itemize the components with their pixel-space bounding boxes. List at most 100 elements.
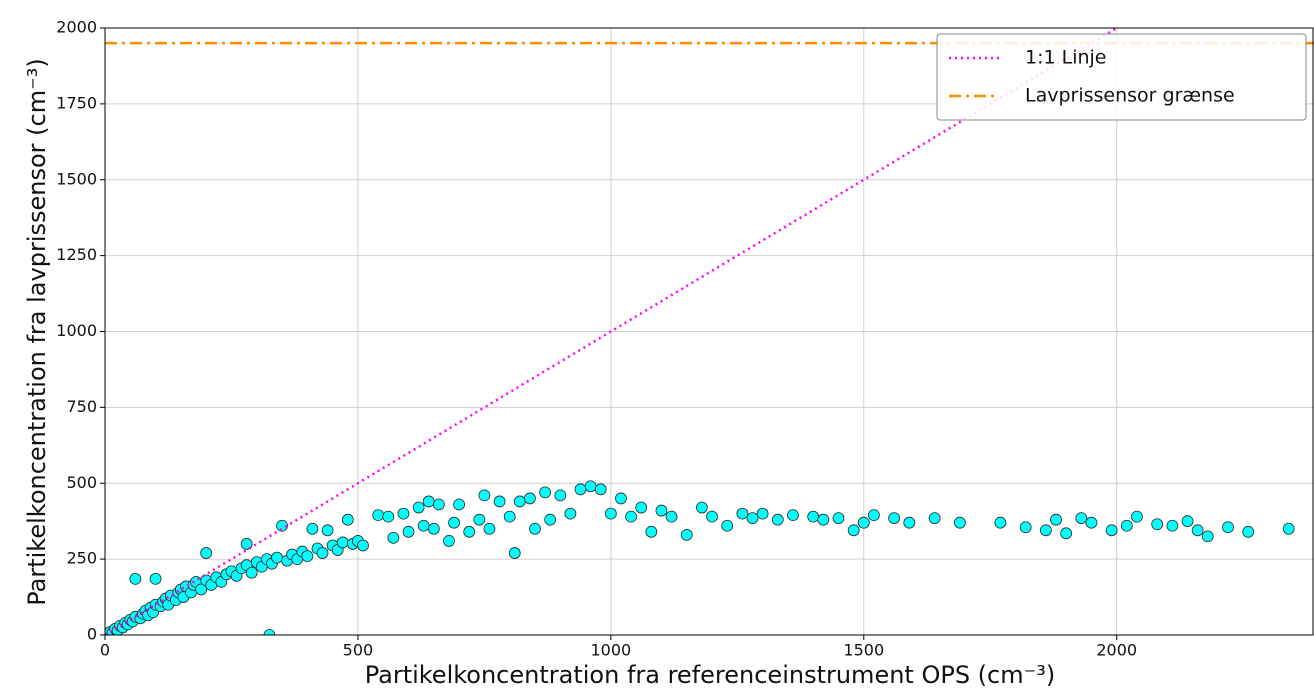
point — [680, 528, 693, 541]
point — [787, 509, 799, 522]
point — [129, 572, 142, 585]
point — [645, 525, 658, 538]
point — [1050, 513, 1062, 526]
point — [443, 535, 455, 547]
point — [301, 550, 314, 562]
point — [1242, 525, 1255, 538]
point — [316, 547, 329, 559]
plot-frame — [104, 27, 1314, 636]
point — [271, 551, 283, 564]
point — [402, 525, 415, 538]
point — [503, 510, 516, 523]
point — [1039, 524, 1052, 537]
point — [387, 531, 400, 544]
point — [574, 483, 587, 496]
point — [473, 513, 486, 526]
point — [357, 539, 369, 552]
x-tick-label: 500 — [343, 641, 374, 660]
point — [195, 583, 208, 596]
point — [1191, 524, 1204, 537]
y-tick-label: 500 — [66, 473, 97, 492]
y-tick-label: 1000 — [56, 321, 97, 340]
point — [756, 507, 769, 520]
point — [200, 547, 213, 559]
point — [263, 629, 276, 635]
point — [584, 480, 597, 493]
point — [847, 524, 860, 537]
point — [1060, 527, 1073, 540]
point — [448, 516, 460, 529]
point — [397, 507, 410, 520]
point — [994, 516, 1007, 529]
y-tick-label: 1500 — [56, 169, 97, 188]
point — [1075, 512, 1088, 525]
point — [706, 510, 718, 523]
y-tick-label: 1750 — [56, 93, 97, 112]
point — [240, 538, 253, 550]
point — [306, 522, 319, 535]
point — [832, 512, 845, 525]
point — [463, 525, 476, 538]
point — [736, 507, 749, 520]
point — [513, 495, 526, 508]
point — [1151, 518, 1164, 531]
point — [432, 498, 445, 511]
point — [554, 489, 567, 502]
point — [1222, 521, 1234, 534]
x-tick-label: 1000 — [590, 641, 631, 660]
point — [696, 501, 708, 514]
point — [903, 516, 916, 529]
point — [493, 495, 506, 508]
point — [1085, 516, 1098, 529]
point — [412, 501, 425, 514]
y-tick-label: 0 — [87, 625, 97, 644]
point — [1105, 524, 1118, 537]
y-tick-label: 2000 — [56, 18, 97, 37]
y-tick-label: 250 — [66, 549, 97, 568]
point — [1181, 515, 1194, 528]
point — [635, 501, 648, 514]
legend-box — [936, 33, 1307, 121]
point — [1201, 530, 1214, 543]
point — [529, 522, 541, 535]
point — [508, 547, 521, 559]
point — [149, 572, 162, 585]
point — [483, 522, 496, 535]
point — [953, 516, 966, 529]
point — [665, 510, 678, 523]
point — [771, 513, 784, 526]
point — [1166, 519, 1179, 532]
reference-line — [105, 28, 1118, 635]
point — [524, 492, 536, 505]
point — [888, 512, 901, 525]
point — [604, 507, 617, 520]
point — [341, 513, 354, 526]
point — [594, 483, 607, 496]
point — [372, 509, 385, 522]
point — [928, 512, 941, 525]
point — [746, 512, 759, 525]
point — [721, 519, 734, 532]
point — [245, 566, 258, 579]
point — [625, 510, 637, 523]
point — [1120, 519, 1133, 532]
x-axis-label: Partikelkoncentration fra referenceinstr… — [365, 661, 1056, 689]
point — [382, 510, 395, 523]
point — [417, 519, 430, 532]
point — [857, 516, 870, 529]
point — [615, 492, 627, 505]
y-tick-label: 1250 — [56, 245, 97, 264]
x-tick-label: 2000 — [1096, 641, 1137, 660]
point — [1019, 521, 1032, 534]
y-axis-label: Partikelkoncentration fra lavprissensor … — [23, 58, 51, 605]
legend-text: 1:1 Linje — [1025, 47, 1107, 69]
point — [817, 513, 830, 526]
point — [544, 513, 557, 526]
point — [655, 504, 668, 517]
point — [1282, 522, 1295, 535]
point — [478, 489, 491, 502]
point — [422, 495, 435, 508]
point — [276, 519, 288, 532]
point — [453, 498, 466, 511]
